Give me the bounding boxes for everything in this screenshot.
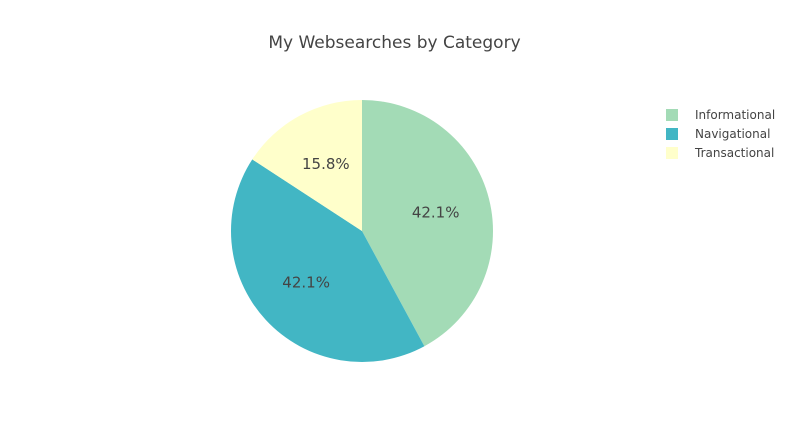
pie-slice-navigational[interactable] bbox=[230, 159, 425, 363]
legend-swatch-navigational bbox=[666, 127, 678, 140]
chart-title: My Websearches by Category bbox=[268, 33, 521, 53]
pie-slice-transactional[interactable] bbox=[252, 100, 362, 231]
legend-item-transactional[interactable]: Transactional bbox=[666, 143, 775, 162]
legend-item-informational[interactable]: Informational bbox=[666, 105, 775, 124]
slice-label-informational: 42.1% bbox=[412, 203, 460, 221]
slice-label-navigational: 42.1% bbox=[282, 273, 330, 291]
pie-slice-informational[interactable] bbox=[362, 100, 493, 347]
legend: Informational Navigational Transactional bbox=[666, 105, 775, 162]
legend-swatch-informational bbox=[666, 108, 678, 121]
legend-item-navigational[interactable]: Navigational bbox=[666, 124, 775, 143]
slice-label-transactional: 15.8% bbox=[302, 155, 350, 173]
legend-label-informational: Informational bbox=[695, 107, 776, 122]
legend-label-transactional: Transactional bbox=[695, 145, 775, 160]
legend-swatch-transactional bbox=[666, 146, 678, 159]
legend-label-navigational: Navigational bbox=[695, 126, 771, 141]
